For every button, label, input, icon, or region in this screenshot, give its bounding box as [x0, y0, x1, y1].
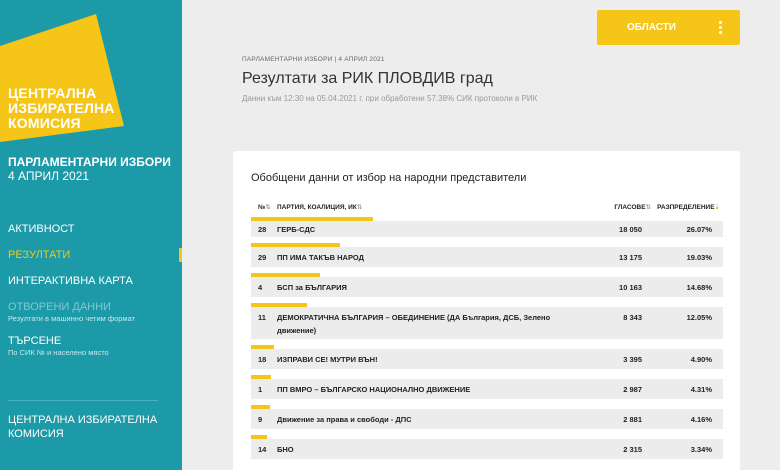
sort-icon: ⇅: [265, 204, 271, 211]
vote-share: 12.05%: [686, 313, 712, 322]
results-table: 28 ГЕРБ-СДС 18 050 26.07% 29 ПП ИМА ТАКЪ…: [251, 217, 723, 469]
nav-item-activity[interactable]: АКТИВНОСТ: [8, 223, 75, 235]
vote-share: 19.03%: [686, 253, 712, 262]
row-number: 11: [258, 313, 266, 322]
cik-logo[interactable]: ЦЕНТРАЛНА ИЗБИРАТЕЛНА КОМИСИЯ: [0, 0, 182, 150]
share-bar: [251, 303, 308, 307]
logo-shape-icon: [0, 14, 124, 142]
vote-share: 4.90%: [690, 355, 712, 364]
row-number: 28: [258, 225, 267, 234]
nav-search-sub: По СИК № и населено място: [8, 348, 109, 357]
results-card: Обобщени данни от избор на народни предс…: [233, 151, 740, 470]
page-subtitle: Данни към 12:30 на 05.04.2021 г. при обр…: [242, 94, 538, 103]
share-bar: [251, 273, 320, 277]
table-row[interactable]: 9 Движение за права и свободи - ДПС 2 88…: [251, 405, 723, 429]
party-name: Движение за права и свободи - ДПС: [277, 415, 412, 424]
logo-text: ЦЕНТРАЛНА ИЗБИРАТЕЛНА КОМИСИЯ: [8, 85, 115, 131]
vote-share: 3.34%: [690, 445, 712, 454]
row-number: 9: [258, 415, 263, 424]
column-header-num[interactable]: №⇅: [258, 204, 271, 211]
row-number: 1: [258, 385, 263, 394]
vote-count: 13 175: [619, 253, 642, 262]
vote-count: 2 987: [623, 385, 642, 394]
vote-count: 2 315: [623, 445, 642, 454]
nav-open-data-sub: Резултати в машинно четим формат: [8, 314, 136, 323]
sort-icon: ⇅: [645, 204, 651, 211]
election-title: ПАРЛАМЕНТАРНИ ИЗБОРИ: [8, 155, 171, 169]
sort-icon: ⇅: [356, 204, 363, 211]
sort-desc-icon: ⇣: [714, 204, 720, 211]
kebab-menu-icon[interactable]: [719, 21, 722, 34]
share-bar: [251, 405, 271, 409]
table-row[interactable]: 4 БСП за БЪЛГАРИЯ 10 163 14.68%: [251, 273, 723, 297]
party-name: ПП ВМРО – БЪЛГАРСКО НАЦИОНАЛНО ДВИЖЕНИЕ: [277, 385, 471, 394]
vote-count: 10 163: [619, 283, 642, 292]
table-row[interactable]: 29 ПП ИМА ТАКЪВ НАРОД 13 175 19.03%: [251, 243, 723, 267]
row-number: 18: [258, 355, 267, 364]
share-bar: [251, 217, 373, 221]
column-header-party[interactable]: ПАРТИЯ, КОАЛИЦИЯ, ИК⇅: [277, 204, 363, 211]
row-number: 4: [258, 283, 263, 292]
table-row[interactable]: 14 БНО 2 315 3.34%: [251, 435, 723, 459]
table-row[interactable]: 11 ДЕМОКРАТИЧНА БЪЛГАРИЯ – ОБЕДИНЕНИЕ (Д…: [251, 303, 723, 339]
share-bar: [251, 435, 267, 439]
row-number: 29: [258, 253, 267, 262]
vote-share: 14.68%: [686, 283, 712, 292]
vote-count: 18 050: [619, 225, 642, 234]
party-name: ИЗПРАВИ СЕ! МУТРИ ВЪН!: [277, 355, 378, 364]
table-row[interactable]: 18 ИЗПРАВИ СЕ! МУТРИ ВЪН! 3 395 4.90%: [251, 345, 723, 369]
share-bar: [251, 243, 341, 247]
nav-item-map[interactable]: ИНТЕРАКТИВНА КАРТА: [8, 275, 133, 287]
share-bar: [251, 345, 274, 349]
row-number: 14: [258, 445, 267, 454]
active-indicator: [179, 248, 182, 262]
vote-share: 4.31%: [690, 385, 712, 394]
vote-count: 2 881: [623, 415, 642, 424]
party-name: ПП ИМА ТАКЪВ НАРОД: [277, 253, 364, 262]
column-header-share[interactable]: РАЗПРЕДЕЛЕНИЕ⇣: [657, 204, 720, 211]
nav-item-results[interactable]: РЕЗУЛТАТИ: [0, 248, 182, 262]
sidebar: ЦЕНТРАЛНА ИЗБИРАТЕЛНА КОМИСИЯ ПАРЛАМЕНТА…: [0, 0, 182, 470]
column-header-votes[interactable]: ГЛАСОВЕ⇅: [614, 204, 651, 211]
election-date: 4 АПРИЛ 2021: [8, 169, 90, 183]
party-name: ДЕМОКРАТИЧНА БЪЛГАРИЯ – ОБЕДИНЕНИЕ (ДА Б…: [277, 313, 551, 335]
nav-item-results-label: РЕЗУЛТАТИ: [8, 249, 71, 261]
page-title: Резултати за РИК ПЛОВДИВ град: [242, 70, 493, 87]
regions-button[interactable]: ОБЛАСТИ: [597, 10, 740, 45]
card-title: Обобщени данни от избор на народни предс…: [251, 172, 527, 184]
sidebar-nav: АКТИВНОСТ РЕЗУЛТАТИ ИНТЕРАКТИВНА КАРТА О…: [0, 222, 182, 358]
regions-button-label: ОБЛАСТИ: [627, 22, 676, 33]
party-name: ГЕРБ-СДС: [277, 225, 316, 234]
table-header: №⇅ ПАРТИЯ, КОАЛИЦИЯ, ИК⇅ ГЛАСОВЕ⇅ РАЗПРЕ…: [251, 203, 723, 217]
vote-share: 26.07%: [686, 225, 712, 234]
table-row[interactable]: 28 ГЕРБ-СДС 18 050 26.07%: [251, 217, 723, 237]
breadcrumb: ПАРЛАМЕНТАРНИ ИЗБОРИ | 4 АПРИЛ 2021: [242, 56, 385, 63]
share-bar: [251, 375, 272, 379]
vote-count: 3 395: [623, 355, 642, 364]
nav-divider: [8, 400, 158, 401]
nav-item-search[interactable]: ТЪРСЕНЕ: [8, 335, 62, 347]
party-name: БСП за БЪЛГАРИЯ: [277, 283, 347, 292]
party-name: БНО: [277, 445, 294, 454]
table-row[interactable]: 1 ПП ВМРО – БЪЛГАРСКО НАЦИОНАЛНО ДВИЖЕНИ…: [251, 375, 723, 399]
footer-link-cik[interactable]: ЦЕНТРАЛНА ИЗБИРАТЕЛНА КОМИСИЯ: [8, 414, 158, 440]
vote-share: 4.16%: [690, 415, 712, 424]
vote-count: 8 343: [623, 313, 642, 322]
nav-item-open-data[interactable]: ОТВОРЕНИ ДАННИ: [8, 301, 111, 313]
